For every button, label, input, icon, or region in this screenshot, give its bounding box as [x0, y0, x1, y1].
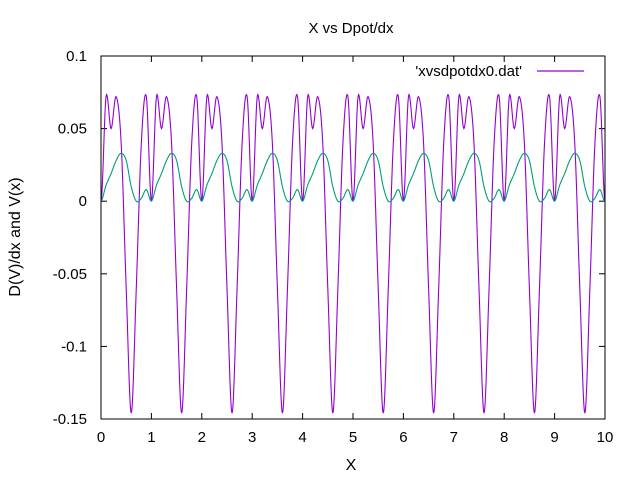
legend-label: 'xvsdpotdx0.dat'	[415, 63, 522, 80]
x-tick-label: 1	[147, 429, 155, 446]
x-tick-label: 0	[97, 429, 105, 446]
y-tick-label: -0.15	[53, 411, 87, 428]
y-tick-label: -0.05	[53, 266, 87, 283]
tick-layer: 0 1 2 3 4 5 6 7 8 9 10 0.1 0.05 0 -0.05 -0.1 -0.15	[53, 48, 614, 446]
y-tick-label: -0.1	[61, 338, 87, 355]
x-tick-label: 5	[349, 429, 357, 446]
series-line-2	[100, 152, 606, 203]
x-tick-label: 2	[198, 429, 206, 446]
y-tick-label: 0	[79, 193, 87, 210]
legend: 'xvsdpotdx0.dat'	[415, 63, 584, 80]
series-layer	[100, 93, 606, 414]
x-tick-label: 9	[550, 429, 558, 446]
x-tick-label: 3	[248, 429, 256, 446]
series-line-1	[100, 93, 606, 414]
x-tick-label: 7	[450, 429, 458, 446]
x-axis-label: X	[346, 457, 357, 474]
y-tick-label: 0.1	[66, 48, 87, 65]
x-tick-label: 4	[298, 429, 306, 446]
x-tick-label: 8	[500, 429, 508, 446]
y-axis-label: D(V)/dx and V(x)	[7, 177, 24, 296]
chart-title: X vs Dpot/dx	[308, 20, 394, 37]
x-tick-label: 10	[597, 429, 614, 446]
x-tick-label: 6	[399, 429, 407, 446]
y-tick-label: 0.05	[58, 121, 87, 138]
plot-border	[100, 55, 606, 420]
